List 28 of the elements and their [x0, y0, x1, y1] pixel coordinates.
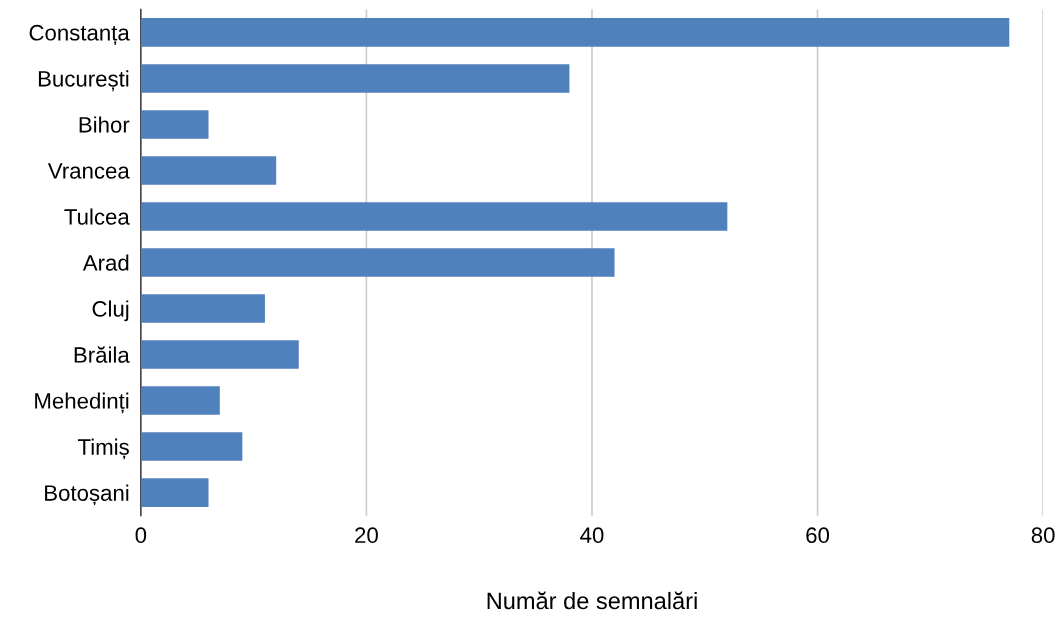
y-tick-label: Bihor	[79, 116, 130, 133]
y-tick-label: Tulcea	[64, 208, 130, 225]
bar	[140, 340, 299, 369]
bar	[140, 386, 220, 415]
y-tick-label: Brăila	[74, 346, 130, 363]
bar	[140, 294, 265, 323]
x-tick-label: 60	[806, 527, 830, 544]
bar	[140, 156, 277, 185]
bar	[140, 248, 615, 277]
bar	[140, 64, 570, 93]
x-tick-label: 40	[580, 527, 604, 544]
x-tick-label: 0	[135, 527, 147, 544]
x-axis-title: Număr de semnalări	[487, 591, 697, 610]
y-tick-label: Cluj	[92, 300, 129, 322]
y-tick-label: București	[38, 70, 129, 92]
bar	[140, 432, 243, 461]
y-tick-label: Mehedinți	[35, 392, 129, 414]
y-tick-label: Arad	[82, 254, 129, 271]
bar	[140, 110, 209, 139]
y-tick-label: Vrancea	[47, 163, 130, 179]
bar	[140, 18, 1010, 47]
y-tick-label: Constanța	[29, 24, 130, 46]
y-tick-label: Botoșani	[45, 484, 129, 506]
bar	[140, 202, 728, 231]
y-tick-label: Timiș	[78, 438, 129, 460]
x-tick-label: 80	[1031, 527, 1055, 544]
bar	[140, 478, 209, 507]
x-tick-label: 20	[355, 527, 378, 544]
